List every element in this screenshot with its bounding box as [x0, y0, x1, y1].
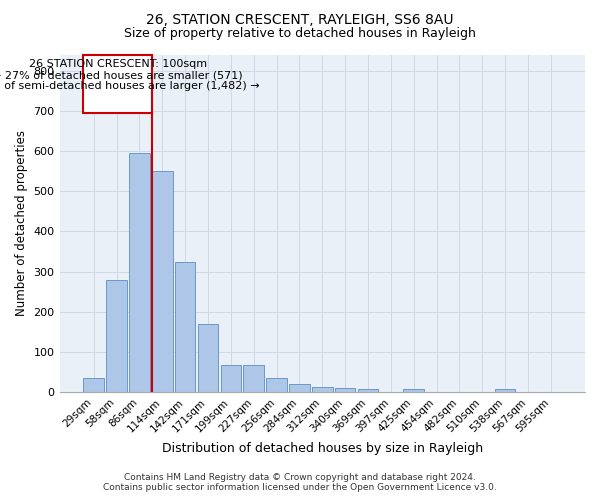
- Bar: [289, 384, 310, 392]
- X-axis label: Distribution of detached houses by size in Rayleigh: Distribution of detached houses by size …: [162, 442, 483, 455]
- Bar: [266, 378, 287, 392]
- Bar: [129, 154, 150, 392]
- Text: ← 27% of detached houses are smaller (571): ← 27% of detached houses are smaller (57…: [0, 70, 243, 80]
- Text: Contains HM Land Registry data © Crown copyright and database right 2024.
Contai: Contains HM Land Registry data © Crown c…: [103, 473, 497, 492]
- Y-axis label: Number of detached properties: Number of detached properties: [15, 130, 28, 316]
- Bar: [106, 280, 127, 392]
- Text: 26 STATION CRESCENT: 100sqm: 26 STATION CRESCENT: 100sqm: [29, 59, 207, 69]
- Bar: [403, 388, 424, 392]
- Bar: [198, 324, 218, 392]
- Bar: [221, 364, 241, 392]
- Bar: [83, 378, 104, 392]
- Text: Size of property relative to detached houses in Rayleigh: Size of property relative to detached ho…: [124, 28, 476, 40]
- Bar: [152, 172, 173, 392]
- Text: 71% of semi-detached houses are larger (1,482) →: 71% of semi-detached houses are larger (…: [0, 82, 260, 92]
- Bar: [312, 387, 332, 392]
- Bar: [335, 388, 355, 392]
- Bar: [244, 364, 264, 392]
- FancyBboxPatch shape: [83, 55, 152, 113]
- Bar: [495, 388, 515, 392]
- Bar: [358, 388, 378, 392]
- Text: 26, STATION CRESCENT, RAYLEIGH, SS6 8AU: 26, STATION CRESCENT, RAYLEIGH, SS6 8AU: [146, 12, 454, 26]
- Bar: [175, 262, 196, 392]
